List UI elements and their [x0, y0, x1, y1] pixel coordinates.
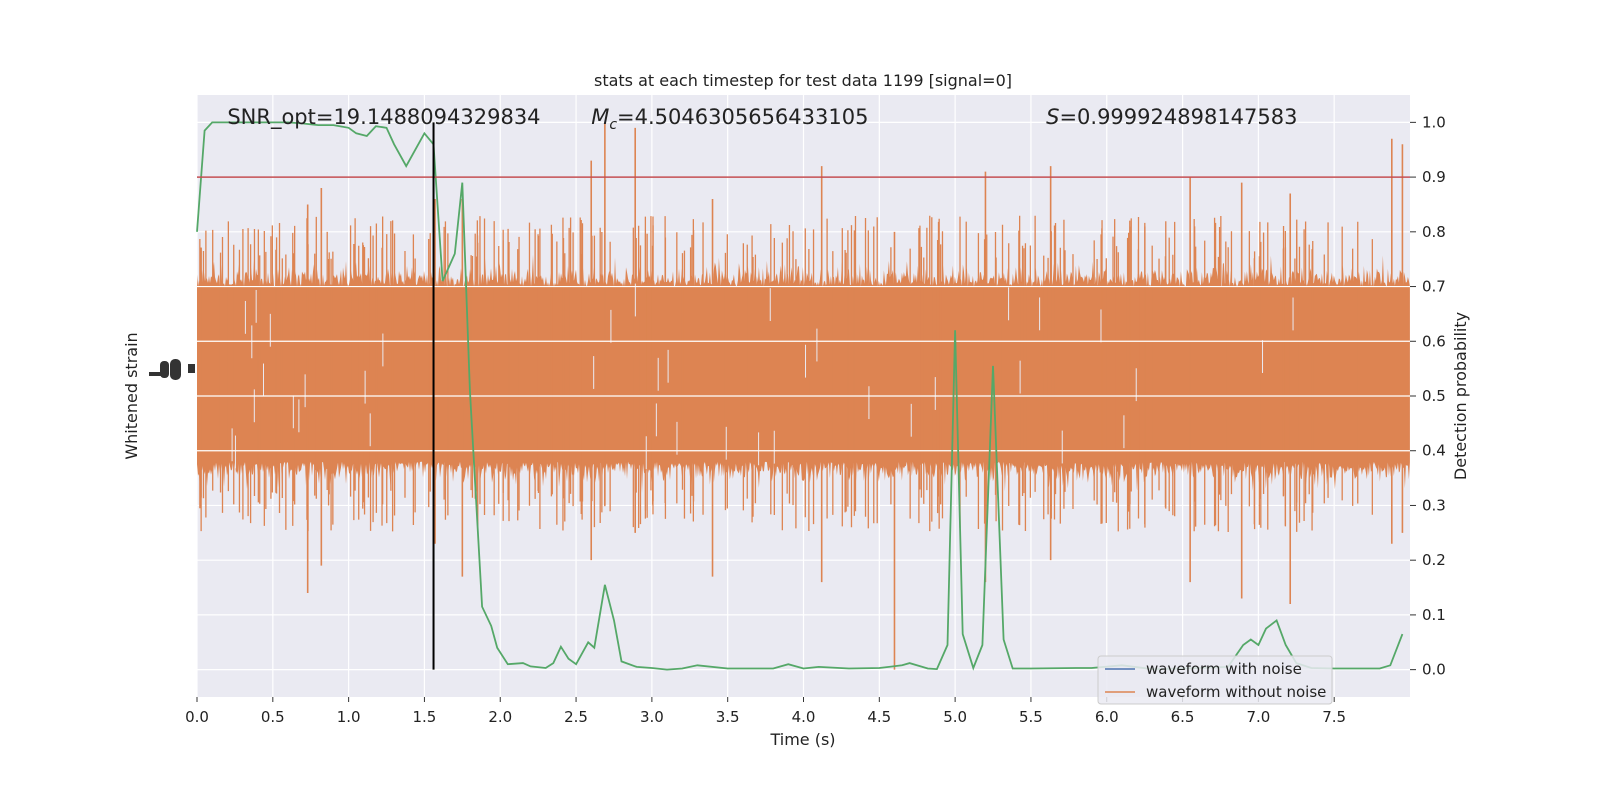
x-tick-label-12: 6.0 — [1095, 708, 1119, 726]
y-right-tick-label-2: 0.2 — [1422, 551, 1446, 569]
y-right-tick-label-0: 0.0 — [1422, 661, 1446, 679]
noise-series — [197, 122, 1410, 670]
left-axis-ticks-illegible — [149, 359, 195, 380]
x-tick-label-3: 1.5 — [413, 708, 437, 726]
x-tick-label-6: 3.0 — [640, 708, 664, 726]
x-tick-label-15: 7.5 — [1322, 708, 1346, 726]
reference-lines — [197, 122, 1410, 670]
y-axis-label-right: Detection probability — [1451, 312, 1470, 480]
y-right-tick-label-3: 0.3 — [1422, 496, 1446, 514]
y-right-tick-label-8: 0.8 — [1422, 223, 1446, 241]
ticks: 0.0 0.5 1.0 1.5 2.0 2.5 3.0 3.5 4.0 4.5 5.0 5.5 6.0 6… — [185, 113, 1446, 726]
chart-title: stats at each timestep for test data 119… — [594, 71, 1012, 90]
x-tick-label-4: 2.0 — [488, 708, 512, 726]
legend-box — [1097, 655, 1333, 705]
legend: waveform with noise waveform without noi… — [1097, 655, 1333, 705]
y-right-tick-label-6: 0.6 — [1422, 332, 1446, 350]
x-tick-label-13: 6.5 — [1171, 708, 1195, 726]
legend-label-clean: waveform without noise — [1146, 683, 1326, 701]
x-axis-label: Time (s) — [769, 730, 835, 749]
y-right-tick-label-9: 0.9 — [1422, 168, 1446, 186]
x-tick-label-2: 1.0 — [337, 708, 361, 726]
x-tick-label-5: 2.5 — [564, 708, 588, 726]
y-right-tick-label-5: 0.5 — [1422, 387, 1446, 405]
legend-label-noise: waveform with noise — [1146, 660, 1302, 678]
y-right-tick-label-10: 1.0 — [1422, 113, 1446, 131]
x-tick-label-1: 0.5 — [261, 708, 285, 726]
x-tick-label-10: 5.0 — [943, 708, 967, 726]
x-tick-label-8: 4.0 — [792, 708, 816, 726]
x-tick-label-7: 3.5 — [716, 708, 740, 726]
x-tick-label-0: 0.0 — [185, 708, 209, 726]
annotation-0: SNR_opt=19.1488094329834 — [227, 105, 540, 130]
x-tick-label-11: 5.5 — [1019, 708, 1043, 726]
annotations: SNR_opt=19.1488094329834 Mc=4.50463056564… — [227, 105, 1297, 133]
y-right-tick-label-1: 0.1 — [1422, 606, 1446, 624]
annotation-1: Mc=4.5046305656433105 — [591, 105, 868, 133]
y-right-tick-label-4: 0.4 — [1422, 442, 1446, 460]
y-right-tick-label-7: 0.7 — [1422, 278, 1446, 296]
y-axis-label-left: Whitened strain — [122, 332, 141, 459]
x-tick-label-9: 4.5 — [867, 708, 891, 726]
x-tick-label-14: 7.0 — [1246, 708, 1270, 726]
annotation-2: S=0.999924898147583 — [1046, 105, 1297, 129]
